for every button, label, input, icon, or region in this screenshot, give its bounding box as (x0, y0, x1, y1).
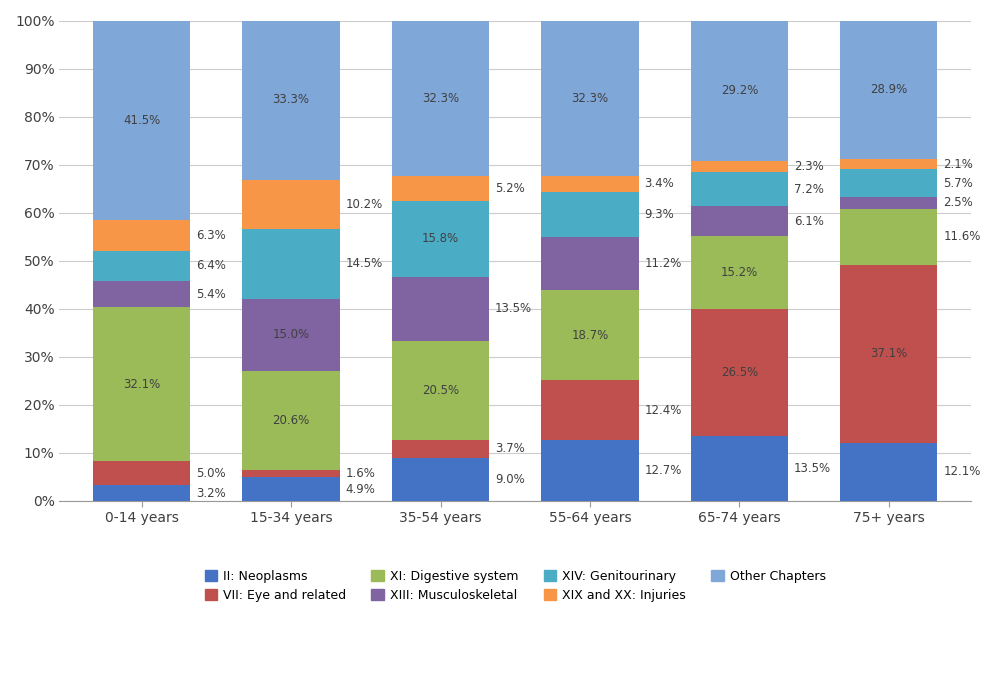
Bar (541, 440, 639, 501)
Text: 9.0%: 9.0% (495, 473, 525, 486)
Text: 37.1%: 37.1% (870, 347, 908, 360)
Bar (93, 462, 190, 486)
Bar (840, 197, 937, 209)
Text: 12.4%: 12.4% (645, 403, 682, 416)
Bar (541, 21, 639, 175)
Bar (93, 486, 190, 501)
Text: 2.3%: 2.3% (794, 160, 824, 173)
Text: 15.0%: 15.0% (272, 328, 310, 341)
Bar (691, 161, 788, 172)
Text: 1.6%: 1.6% (346, 467, 375, 480)
Bar (93, 220, 190, 251)
Bar (840, 443, 937, 501)
Text: 28.9%: 28.9% (870, 83, 908, 96)
Bar (691, 172, 788, 207)
Bar (242, 180, 340, 229)
Text: 3.2%: 3.2% (196, 486, 226, 500)
Bar (242, 477, 340, 501)
Text: 3.7%: 3.7% (495, 442, 525, 455)
Bar (93, 251, 190, 281)
Text: 32.3%: 32.3% (571, 91, 609, 105)
Bar (691, 207, 788, 236)
Text: 9.3%: 9.3% (645, 208, 674, 221)
Bar (392, 440, 489, 457)
Bar (691, 436, 788, 501)
Bar (392, 175, 489, 201)
Text: 6.1%: 6.1% (794, 215, 824, 227)
Text: 29.2%: 29.2% (721, 84, 758, 97)
Bar (242, 20, 340, 180)
Text: 5.0%: 5.0% (196, 467, 226, 480)
Bar (93, 281, 190, 307)
Bar (392, 21, 489, 175)
Text: 6.4%: 6.4% (196, 259, 226, 272)
Bar (541, 192, 639, 236)
Bar (840, 209, 937, 265)
Text: 32.1%: 32.1% (123, 378, 160, 391)
Text: 5.4%: 5.4% (196, 288, 226, 301)
Text: 10.2%: 10.2% (346, 198, 383, 211)
Text: 2.5%: 2.5% (943, 196, 973, 209)
Text: 20.6%: 20.6% (272, 414, 310, 427)
Text: 15.2%: 15.2% (721, 265, 758, 279)
Text: 18.7%: 18.7% (571, 329, 609, 342)
Bar (541, 290, 639, 380)
Text: 5.7%: 5.7% (943, 177, 973, 190)
Text: 12.7%: 12.7% (645, 464, 682, 477)
Bar (392, 201, 489, 277)
Bar (840, 169, 937, 197)
Text: 15.8%: 15.8% (422, 232, 459, 245)
Bar (242, 299, 340, 371)
Text: 11.6%: 11.6% (943, 230, 981, 243)
Text: 13.5%: 13.5% (794, 462, 831, 475)
Bar (541, 175, 639, 192)
Text: 2.1%: 2.1% (943, 158, 973, 171)
Text: 41.5%: 41.5% (123, 114, 160, 127)
Bar (242, 371, 340, 470)
Bar (541, 380, 639, 440)
Bar (691, 236, 788, 308)
Bar (242, 470, 340, 477)
Text: 6.3%: 6.3% (196, 229, 226, 242)
Bar (392, 342, 489, 440)
Text: 4.9%: 4.9% (346, 482, 375, 495)
Bar (691, 21, 788, 161)
Bar (93, 307, 190, 462)
Text: 26.5%: 26.5% (721, 366, 758, 379)
Text: 11.2%: 11.2% (645, 257, 682, 270)
Bar (392, 457, 489, 501)
Text: 13.5%: 13.5% (495, 302, 532, 315)
Text: 5.2%: 5.2% (495, 182, 525, 195)
Bar (840, 265, 937, 443)
Text: 20.5%: 20.5% (422, 384, 459, 397)
Legend: II: Neoplasms, VII: Eye and related, XI: Digestive system, XIII: Musculoskeletal: II: Neoplasms, VII: Eye and related, XI:… (205, 570, 826, 602)
Text: 12.1%: 12.1% (943, 465, 981, 478)
Text: 3.4%: 3.4% (645, 177, 674, 191)
Bar (93, 21, 190, 220)
Text: 33.3%: 33.3% (273, 94, 310, 107)
Bar (541, 236, 639, 290)
Bar (840, 21, 937, 159)
Bar (242, 229, 340, 299)
Text: 14.5%: 14.5% (346, 257, 383, 270)
Text: 32.3%: 32.3% (422, 91, 459, 105)
Text: 7.2%: 7.2% (794, 182, 824, 195)
Bar (691, 308, 788, 436)
Bar (392, 277, 489, 342)
Bar (840, 159, 937, 169)
